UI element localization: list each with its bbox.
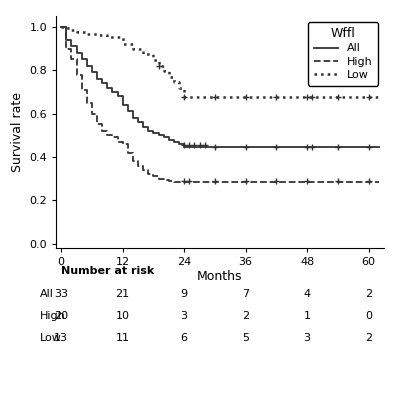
High — [151, 174, 156, 179]
Low — [69, 26, 74, 30]
Low — [156, 58, 161, 63]
Text: 9: 9 — [180, 289, 188, 299]
Text: 6: 6 — [181, 333, 188, 343]
Low — [376, 95, 381, 100]
Low — [166, 69, 171, 74]
Low — [166, 74, 171, 79]
Low — [156, 64, 161, 68]
High — [59, 24, 64, 29]
Low — [69, 28, 74, 32]
Low — [74, 30, 79, 34]
Line: Low: Low — [61, 27, 379, 97]
All — [376, 145, 381, 150]
Text: 3: 3 — [181, 311, 188, 321]
Low — [59, 24, 64, 29]
Low — [151, 58, 156, 63]
Low — [141, 51, 146, 56]
All — [376, 145, 381, 150]
Text: 10: 10 — [116, 311, 130, 321]
Legend: All, High, Low: All, High, Low — [308, 22, 378, 86]
Text: 21: 21 — [116, 289, 130, 299]
Low — [182, 95, 186, 100]
Text: 0: 0 — [365, 311, 372, 321]
Low — [120, 34, 125, 39]
All — [90, 64, 94, 68]
X-axis label: Months: Months — [197, 270, 243, 283]
Low — [84, 31, 89, 36]
Low — [84, 30, 89, 34]
Low — [105, 33, 110, 38]
Low — [105, 34, 110, 39]
Y-axis label: Survival rate: Survival rate — [11, 92, 24, 172]
High — [100, 128, 104, 133]
Low — [172, 74, 176, 79]
High — [177, 180, 182, 185]
Low — [64, 24, 69, 29]
Low — [161, 69, 166, 74]
All — [59, 24, 64, 29]
Text: All: All — [40, 289, 54, 299]
Text: 3: 3 — [304, 333, 311, 343]
Low — [376, 95, 381, 100]
Low — [130, 46, 135, 51]
Low — [94, 31, 99, 36]
Low — [151, 51, 156, 56]
Low — [161, 64, 166, 68]
Text: 2: 2 — [365, 333, 372, 343]
Low — [94, 33, 99, 38]
Low — [182, 85, 186, 90]
Text: 5: 5 — [242, 333, 249, 343]
Low — [172, 80, 176, 84]
High — [376, 180, 381, 185]
Low — [74, 28, 79, 32]
Low — [64, 26, 69, 30]
All — [100, 76, 104, 81]
Low — [177, 85, 182, 90]
All — [151, 131, 156, 136]
Text: 4: 4 — [304, 289, 311, 299]
Text: 20: 20 — [54, 311, 68, 321]
High — [376, 180, 381, 185]
High — [90, 100, 94, 105]
Text: 1: 1 — [304, 311, 311, 321]
Text: 11: 11 — [116, 333, 130, 343]
Text: Low: Low — [40, 333, 62, 343]
Low — [177, 80, 182, 84]
Text: 33: 33 — [54, 289, 68, 299]
Text: Number at risk: Number at risk — [61, 266, 154, 276]
High — [100, 122, 104, 127]
Line: All: All — [61, 27, 379, 147]
All — [182, 145, 186, 150]
Low — [130, 41, 135, 46]
Text: 13: 13 — [54, 333, 68, 343]
Text: High: High — [40, 311, 66, 321]
High — [146, 168, 151, 172]
Low — [120, 41, 125, 46]
All — [146, 124, 151, 129]
All — [100, 81, 104, 86]
Line: High: High — [61, 27, 379, 182]
Low — [141, 46, 146, 51]
Text: 2: 2 — [242, 311, 249, 321]
Text: 7: 7 — [242, 289, 249, 299]
Text: 2: 2 — [365, 289, 372, 299]
